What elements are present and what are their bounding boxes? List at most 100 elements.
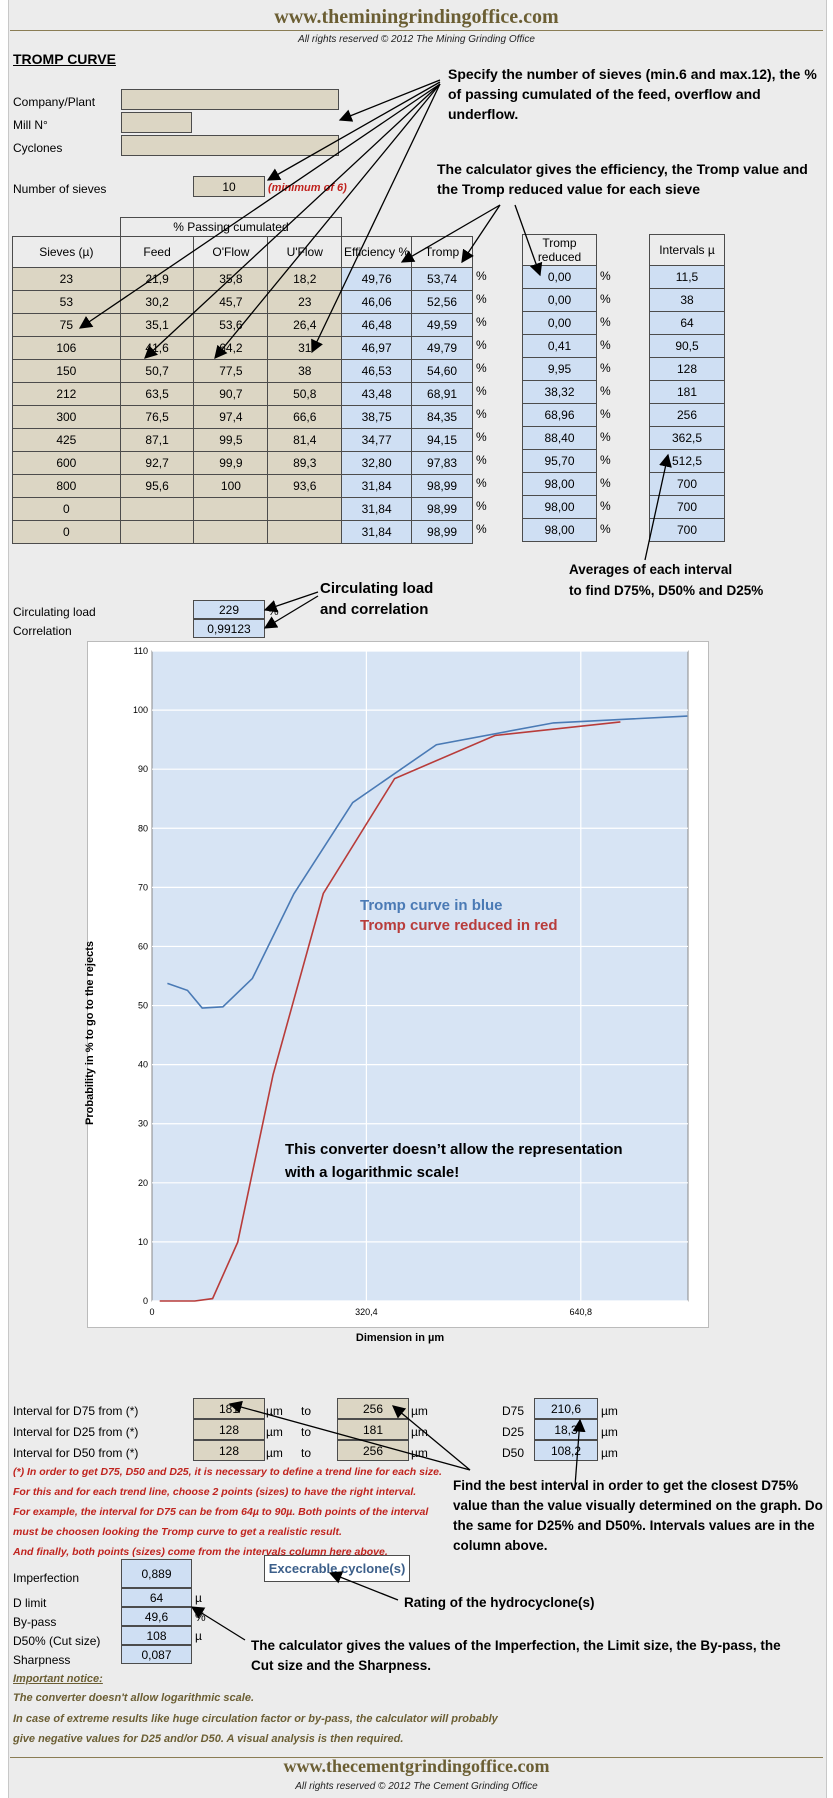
d50-to-unit: µm — [411, 1446, 428, 1460]
d50-to-input[interactable]: 256 — [337, 1440, 409, 1461]
reduced-pct-unit: % — [600, 453, 611, 467]
oflow-cell[interactable]: 99,9 — [193, 451, 269, 475]
reduced-pct-unit: % — [600, 522, 611, 536]
feed-cell[interactable]: 50,7 — [119, 359, 195, 383]
tromp-reduced-cell: 98,00 — [522, 518, 597, 542]
oflow-cell[interactable]: 77,5 — [193, 359, 269, 383]
uflow-cell[interactable] — [267, 497, 343, 521]
feed-cell[interactable] — [119, 520, 195, 544]
d75-to-unit: µm — [411, 1404, 428, 1418]
tromp-pct-unit: % — [476, 292, 487, 306]
reduced-pct-unit: % — [600, 361, 611, 375]
d25-value: 18,3 — [534, 1419, 598, 1440]
remark-line-3: For example, the interval for D75 can be… — [13, 1506, 429, 1518]
efficiency-cell: 34,77 — [341, 428, 413, 452]
uflow-cell[interactable]: 66,6 — [267, 405, 343, 429]
cutsize-label: D50% (Cut size) — [13, 1634, 101, 1648]
bypass-label: By-pass — [13, 1615, 57, 1629]
d75-from-input[interactable]: 181 — [193, 1398, 265, 1419]
important-line-3: give negative values for D25 and/or D50.… — [13, 1733, 404, 1745]
y-tick-label: 20 — [138, 1178, 148, 1188]
legend-blue: Tromp curve in blue — [360, 897, 503, 914]
note-averages-line1: Averages of each interval — [569, 562, 733, 577]
sieve-cell[interactable]: 300 — [12, 405, 121, 429]
tromp-series-line — [167, 715, 688, 1009]
oflow-cell[interactable]: 90,7 — [193, 382, 269, 406]
oflow-cell[interactable]: 97,4 — [193, 405, 269, 429]
tromp-reduced-cell: 0,00 — [522, 265, 597, 289]
sieve-cell[interactable]: 600 — [12, 451, 121, 475]
d25-value-unit: µm — [601, 1425, 618, 1439]
x-tick-label: 320,4 — [355, 1307, 378, 1317]
x-tick-label: 0 — [149, 1307, 154, 1317]
tromp-pct-unit: % — [476, 384, 487, 398]
note-specify: Specify the number of sieves (min.6 and … — [448, 66, 817, 122]
tromp-cell: 54,60 — [411, 359, 473, 383]
sieve-cell[interactable]: 150 — [12, 359, 121, 383]
tromp-pct-unit: % — [476, 407, 487, 421]
d25-to-input[interactable]: 181 — [337, 1419, 409, 1440]
tromp-pct-unit: % — [476, 476, 487, 490]
oflow-cell[interactable] — [193, 520, 269, 544]
sharpness-label: Sharpness — [13, 1653, 71, 1667]
reduced-pct-unit: % — [600, 430, 611, 444]
y-tick-label: 0 — [143, 1296, 148, 1306]
uflow-cell[interactable] — [267, 520, 343, 544]
oflow-cell[interactable]: 99,5 — [193, 428, 269, 452]
tromp-pct-unit: % — [476, 338, 487, 352]
important-line-1: The converter doesn't allow logarithmic … — [13, 1692, 255, 1704]
correlation-label: Correlation — [13, 624, 72, 638]
note-calculator: The calculator gives the efficiency, the… — [437, 161, 808, 197]
tromp-reduced-table: Tromp reduced 0,00 0,00 0,00 0,41 9,95 38,32 6… — [522, 234, 597, 542]
d25-to-unit: µm — [411, 1425, 428, 1439]
page-title: TROMP CURVE — [13, 51, 116, 67]
footer-site-link[interactable]: www.thecementgrindingoffice.com — [283, 1756, 550, 1776]
oflow-cell[interactable]: 100 — [193, 474, 269, 498]
interval-cell: 38 — [649, 288, 725, 312]
feed-cell[interactable]: 76,5 — [119, 405, 195, 429]
d25-from-input[interactable]: 128 — [193, 1419, 265, 1440]
tromp-reduced-cell: 0,00 — [522, 311, 597, 335]
d75-from-unit: µm — [266, 1404, 283, 1418]
note-rating: Rating of the hydrocyclone(s) — [404, 1595, 595, 1610]
uflow-cell[interactable]: 93,6 — [267, 474, 343, 498]
note-circ-line2: and correlation — [320, 601, 429, 618]
tromp-reduced-cell: 88,40 — [522, 426, 597, 450]
dlimit-label: D limit — [13, 1596, 47, 1610]
uflow-cell[interactable]: 81,4 — [267, 428, 343, 452]
feed-cell[interactable]: 95,6 — [119, 474, 195, 498]
tromp-cell: 68,91 — [411, 382, 473, 406]
d25-interval-label: Interval for D25 from (*) — [13, 1425, 139, 1439]
tromp-cell: 94,15 — [411, 428, 473, 452]
tromp-pct-unit: % — [476, 361, 487, 375]
table-row: 0 31,84 98,99 — [12, 520, 473, 544]
y-tick-label: 100 — [133, 705, 148, 715]
feed-cell[interactable]: 87,1 — [119, 428, 195, 452]
important-title: Important notice: — [13, 1673, 103, 1685]
sieve-cell[interactable]: 0 — [12, 520, 121, 544]
d75-value: 210,6 — [534, 1398, 598, 1419]
x-tick-label: 640,8 — [570, 1307, 593, 1317]
y-tick-label: 60 — [138, 941, 148, 951]
d75-to-input[interactable]: 256 — [337, 1398, 409, 1419]
tromp-pct-unit: % — [476, 430, 487, 444]
reduced-pct-unit: % — [600, 338, 611, 352]
table-row: 212 63,5 90,7 50,8 43,48 68,91 — [12, 382, 473, 406]
footer-divider — [10, 1757, 823, 1758]
header-site-link[interactable]: www.theminingrindingoffice.com — [274, 6, 559, 28]
d50-from-input[interactable]: 128 — [193, 1440, 265, 1461]
reduced-pct-unit: % — [600, 269, 611, 283]
col-header-intervals: Intervals µ — [649, 234, 725, 266]
bypass-unit: % — [195, 1610, 206, 1624]
rating-badge: Excecrable cyclone(s) — [264, 1555, 410, 1582]
interval-cell: 256 — [649, 403, 725, 427]
tromp-reduced-cell: 95,70 — [522, 449, 597, 473]
uflow-cell[interactable]: 50,8 — [267, 382, 343, 406]
interval-cell: 90,5 — [649, 334, 725, 358]
note-circ-line1: Circulating load — [320, 580, 434, 597]
imperfection-value: 0,889 — [121, 1559, 192, 1588]
tromp-reduced-cell: 98,00 — [522, 472, 597, 496]
sieve-cell[interactable]: 106 — [12, 336, 121, 360]
feed-cell[interactable]: 92,7 — [119, 451, 195, 475]
